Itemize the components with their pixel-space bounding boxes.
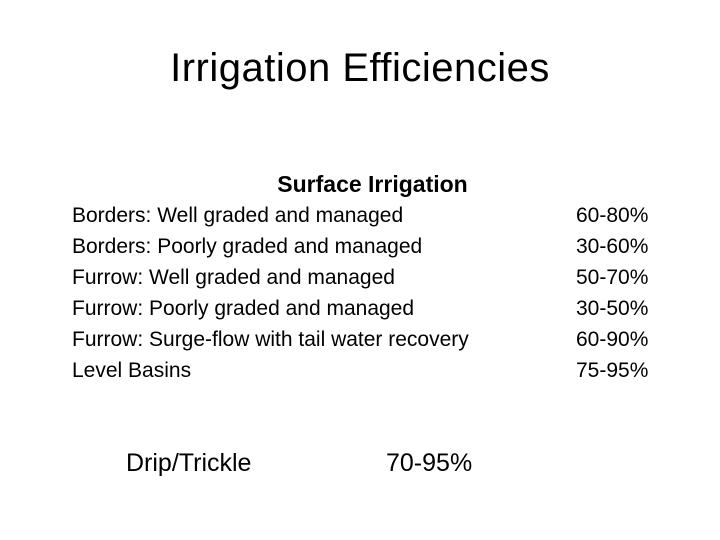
efficiency-value: 60-90% [576,328,649,351]
efficiency-row: Borders: Well graded and managed 60-80% [72,200,672,231]
method-label: Furrow: Poorly graded and managed [72,297,415,320]
method-label: Borders: Poorly graded and managed [72,235,423,258]
efficiency-value: 60-80% [576,204,649,227]
efficiency-row: Borders: Poorly graded and managed 30-60… [72,231,672,262]
surface-irrigation-heading: Surface Irrigation [277,171,468,197]
drip-method-label: Drip/Trickle [126,449,252,477]
surface-efficiency-table: Borders: Well graded and managed 60-80% … [72,200,672,386]
efficiency-row: Furrow: Surge-flow with tail water recov… [72,324,672,355]
drip-trickle-row: Drip/Trickle 70-95% [126,444,526,482]
efficiency-value: 30-60% [576,235,649,258]
efficiency-value: 50-70% [576,266,649,289]
method-label: Borders: Well graded and managed [72,204,404,227]
efficiency-value: 30-50% [576,297,649,320]
method-label: Furrow: Well graded and managed [72,266,395,289]
drip-efficiency-value: 70-95% [386,449,473,477]
method-label: Level Basins [72,359,192,382]
efficiency-row: Level Basins 75-95% [72,355,672,386]
efficiency-value: 75-95% [576,359,649,382]
method-label: Furrow: Surge-flow with tail water recov… [72,328,469,351]
slide-title: Irrigation Efficiencies [170,46,550,90]
efficiency-row: Furrow: Well graded and managed 50-70% [72,262,672,293]
efficiency-row: Furrow: Poorly graded and managed 30-50% [72,293,672,324]
